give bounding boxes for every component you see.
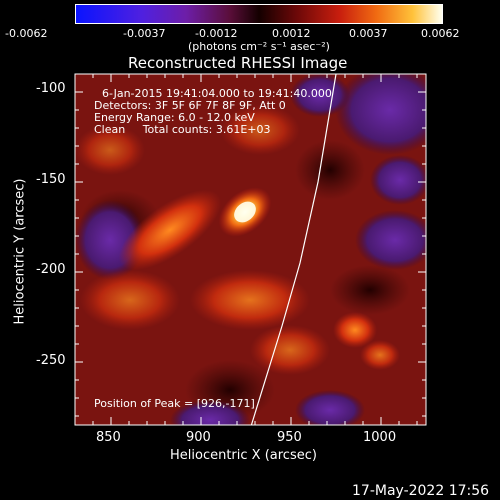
y-axis-ticks (75, 73, 426, 417)
y-tick-label-3: -200 (36, 262, 66, 277)
y-tick-label-4: -250 (36, 353, 66, 368)
info-detectors: Detectors: 3F 5F 6F 7F 8F 9F, Att 0 (94, 99, 286, 112)
peak-position-label: Position of Peak = [926,-171] (94, 397, 255, 410)
x-axis-title: Heliocentric X (arcsec) (170, 448, 317, 463)
plot-frame (74, 73, 427, 426)
x-tick-label-2: 900 (186, 430, 211, 445)
rhessi-image (75, 74, 426, 425)
y-tick-label-2: -150 (36, 172, 66, 187)
y-tick-label-1: -100 (36, 81, 66, 96)
colorbar-tick-label-6: 0.0062 (421, 27, 460, 40)
y-axis-title: Heliocentric Y (arcsec) (12, 178, 28, 325)
x-tick-label-3: 950 (277, 430, 302, 445)
timestamp: 17-May-2022 17:56 (352, 483, 490, 499)
colorbar-tick-label-3: -0.0012 (195, 27, 238, 40)
colorbar-tick-label-2: -0.0037 (123, 27, 166, 40)
info-clean-counts: Clean Total counts: 3.61E+03 (94, 123, 271, 136)
colorbar-tick-label-5: 0.0037 (349, 27, 388, 40)
x-axis-ticks (92, 74, 418, 425)
colorbar-unit-label: (photons cm⁻² s⁻¹ asec⁻²) (188, 40, 330, 53)
colorbar (75, 4, 443, 24)
image-title: Reconstructed RHESSI Image (128, 54, 348, 72)
colorbar-tick-label-1: -0.0062 (5, 27, 48, 40)
solar-limb-line (250, 74, 337, 425)
info-time-range: 6-Jan-2015 19:41:04.000 to 19:41:40.000 (102, 87, 332, 100)
info-energy-range: Energy Range: 6.0 - 12.0 keV (94, 111, 255, 124)
x-tick-label-1: 850 (96, 430, 121, 445)
x-tick-label-4: 1000 (363, 430, 397, 445)
colorbar-tick-label-4: 0.0012 (272, 27, 311, 40)
